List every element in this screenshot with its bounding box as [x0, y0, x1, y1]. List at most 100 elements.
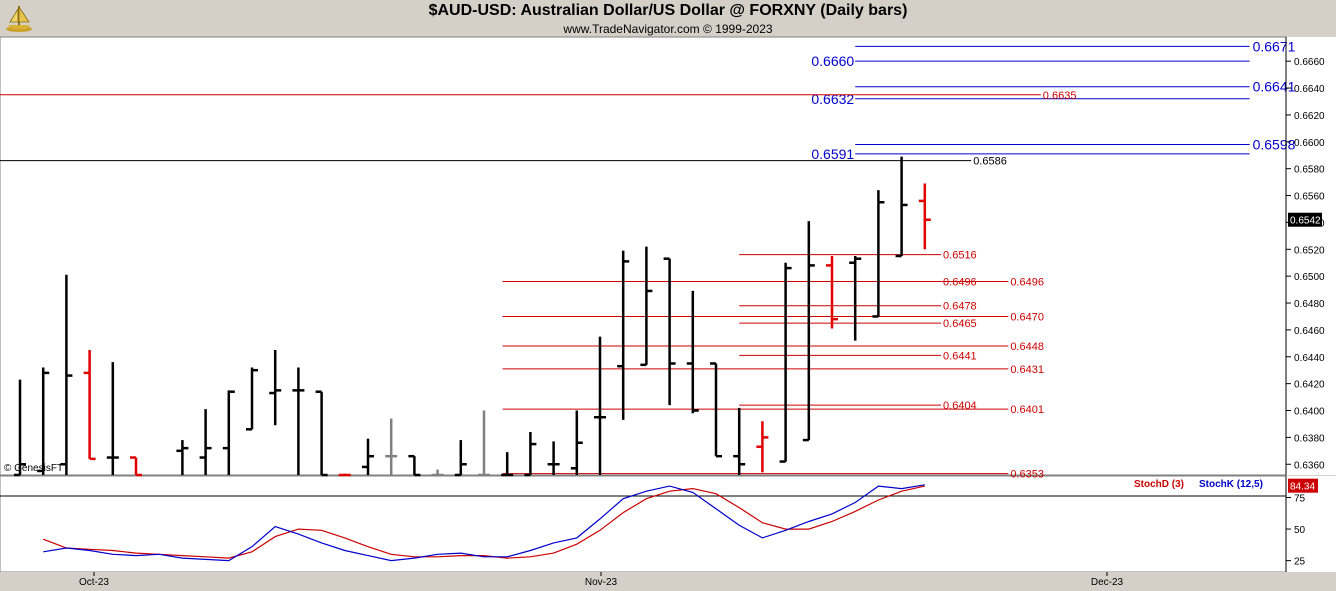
price-bar [315, 390, 328, 477]
price-bar [292, 367, 305, 475]
date-axis-label: Oct-23 [79, 577, 109, 588]
price-bar [710, 362, 722, 458]
price-bar [547, 441, 560, 475]
date-axis-label: Nov-23 [585, 577, 618, 588]
price-bar [269, 350, 282, 426]
price-bar [106, 362, 119, 475]
date-axis-label: Dec-23 [1091, 577, 1124, 588]
price-bar [408, 454, 421, 477]
price-level-label: 0.6401 [1010, 404, 1044, 416]
price-level-label: 0.6591 [811, 146, 854, 162]
price-bar [594, 336, 606, 475]
price-bar [779, 262, 792, 463]
stoch-last-value-label: 84.34 [1290, 482, 1315, 493]
copyright-text: © GenesisFT [4, 463, 64, 474]
price-bar [83, 350, 96, 461]
stoch-axis-tick-label: 75 [1294, 493, 1306, 504]
price-bar [199, 409, 212, 475]
trade-navigator-logo-icon [4, 3, 34, 33]
price-bar [802, 221, 815, 442]
price-axis-tick-label: 0.6560 [1294, 192, 1325, 203]
date-axis-background [0, 572, 1336, 591]
price-panel-background [0, 36, 1287, 476]
price-level-label: 0.6496 [1010, 277, 1044, 289]
price-axis-tick-label: 0.6580 [1294, 165, 1325, 176]
price-axis-background [1286, 37, 1336, 475]
stoch-k-line [43, 484, 925, 562]
price-axis-tick-label: 0.6500 [1294, 272, 1325, 283]
price-level-label: 0.6496 [943, 277, 977, 289]
price-bar [60, 274, 73, 475]
price-bar [872, 190, 885, 318]
last-price-label: 0.6542 [1290, 216, 1321, 227]
indicator-panel-background [0, 475, 1287, 573]
price-axis-tick-label: 0.6620 [1294, 111, 1325, 122]
price-bar [570, 410, 583, 475]
ohlc-bars [14, 156, 931, 477]
price-bar [176, 440, 189, 475]
price-axis-tick-label: 0.6640 [1294, 84, 1325, 95]
stoch-k-legend: StochK (12,5) [1199, 479, 1263, 490]
price-bar [524, 432, 537, 477]
stoch-axis-tick-label: 50 [1294, 525, 1306, 536]
price-level-label: 0.6478 [943, 301, 977, 313]
price-bar [640, 246, 653, 367]
price-level-label: 0.6635 [1043, 90, 1077, 102]
price-level-label: 0.6431 [1010, 364, 1044, 376]
price-bar [733, 407, 746, 475]
price-bar [14, 379, 26, 477]
chart-subtitle: www.TradeNavigator.com © 1999-2023 [563, 22, 773, 36]
last-price-box [1288, 212, 1322, 227]
price-bar [37, 367, 50, 475]
price-level-label: 0.6353 [1010, 469, 1044, 481]
price-bar [431, 469, 444, 477]
price-bar [895, 156, 908, 258]
price-level-label: 0.6470 [1010, 311, 1044, 323]
price-axis-tick-label: 0.6380 [1294, 433, 1325, 444]
price-axis-tick-label: 0.6660 [1294, 57, 1325, 68]
price-axis-tick-label: 0.6360 [1294, 460, 1325, 471]
price-level-label: 0.6586 [973, 156, 1007, 168]
price-levels: 0.6671 0.6660 0.6641 0.6632 0.6598 0.6591 0.66… [0, 38, 1296, 481]
price-bar [338, 473, 351, 477]
price-axis-tick-label: 0.6600 [1294, 138, 1325, 149]
price-level-label: 0.6516 [943, 250, 977, 262]
price-bar [686, 290, 699, 414]
price-axis: 0.6660 0.6640 0.6620 0.6600 0.6580 0.6560 0.65… [1285, 37, 1325, 475]
stoch-d-line [42, 485, 925, 559]
price-level-label: 0.6671 [1253, 38, 1296, 54]
chart-title: $AUD-USD: Australian Dollar/US Dollar @ … [428, 2, 908, 19]
price-level-label: 0.6641 [1253, 79, 1296, 95]
price-level-label: 0.6465 [943, 318, 977, 330]
price-axis-tick-label: 0.6520 [1294, 245, 1325, 256]
price-level-label: 0.6404 [943, 400, 977, 412]
price-bar [130, 456, 142, 477]
price-bar [617, 250, 630, 420]
stoch-axis-tick-label: 25 [1294, 557, 1306, 568]
price-axis-tick-label: 0.6400 [1294, 407, 1325, 418]
price-bar [756, 421, 769, 473]
stoch-d-legend: StochD (3) [1134, 479, 1184, 490]
price-bar [501, 452, 514, 477]
stoch-last-value-box [1288, 478, 1318, 493]
price-bar [362, 438, 374, 475]
price-bar [663, 257, 676, 406]
price-bar [918, 183, 931, 250]
price-bar [826, 256, 838, 329]
price-bar [478, 410, 490, 477]
price-bar [222, 390, 235, 475]
price-level-label: 0.6660 [811, 53, 854, 69]
price-bar [246, 367, 258, 431]
price-bar [849, 256, 862, 341]
price-axis-tick-label: 0.6420 [1294, 380, 1325, 391]
price-level-label: 0.6632 [811, 91, 854, 107]
stochastic-panel: 75 50 25 84.34 [0, 476, 1318, 572]
price-level-label: 0.6598 [1253, 136, 1296, 152]
price-axis-tick-label: 0.6440 [1294, 353, 1325, 364]
price-bar [454, 440, 467, 477]
price-bar [385, 418, 398, 475]
date-axis: Oct-23 Nov-23 Dec-23 [79, 572, 1124, 588]
price-level-label: 0.6441 [943, 350, 977, 362]
price-level-label: 0.6448 [1010, 341, 1044, 353]
